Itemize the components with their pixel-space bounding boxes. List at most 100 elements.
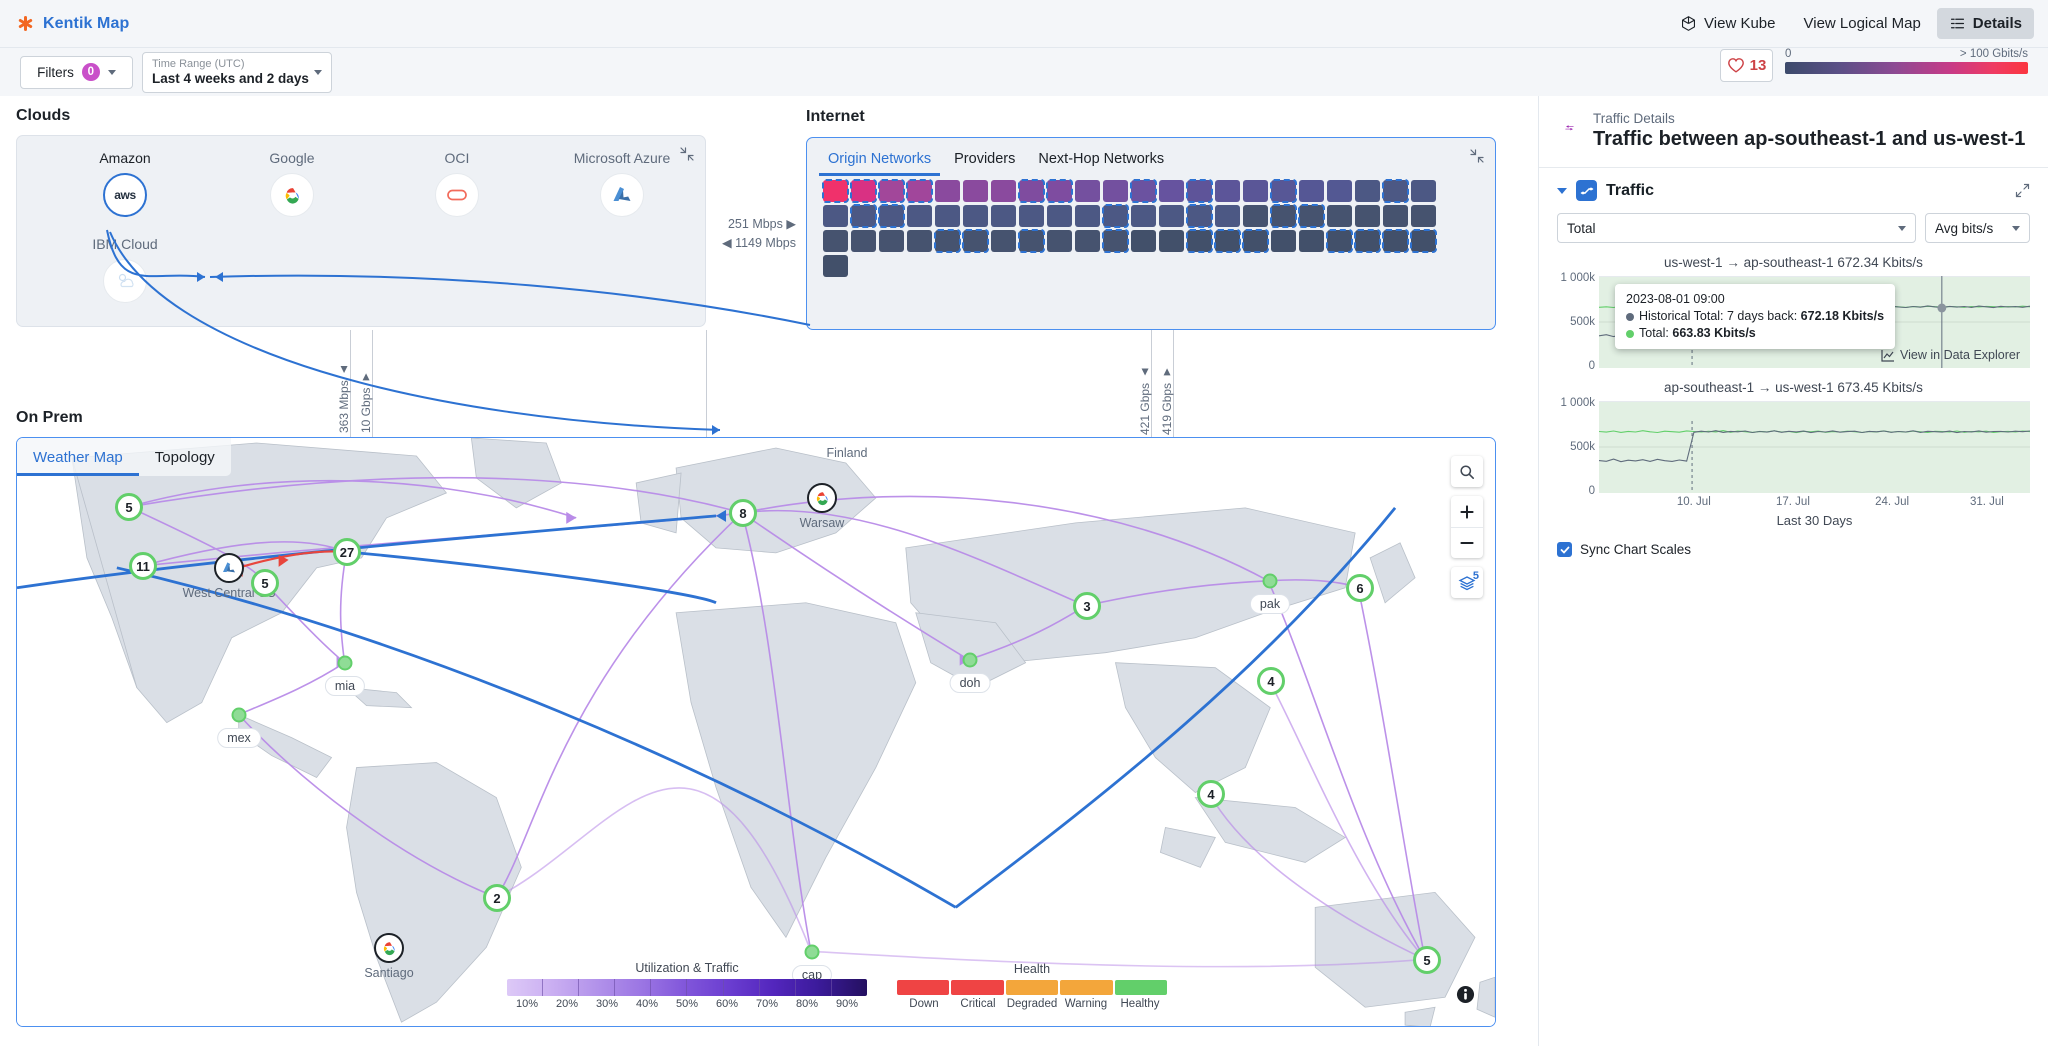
network-cell[interactable] bbox=[1103, 180, 1128, 202]
network-cell[interactable] bbox=[1326, 229, 1353, 253]
ibm-icon[interactable] bbox=[103, 259, 147, 303]
network-cell[interactable] bbox=[1018, 179, 1045, 203]
network-cell[interactable] bbox=[1411, 180, 1436, 202]
network-cell[interactable] bbox=[906, 179, 933, 203]
network-cell[interactable] bbox=[1018, 229, 1045, 253]
network-cell[interactable] bbox=[1019, 205, 1044, 227]
network-cell[interactable] bbox=[1411, 205, 1436, 227]
map-cluster-node[interactable]: 8 bbox=[729, 499, 757, 527]
chart-2-plot[interactable]: 1 000k 500k 0 bbox=[1560, 397, 2030, 497]
triangle-down-icon[interactable] bbox=[1557, 187, 1567, 194]
network-cell[interactable] bbox=[1382, 229, 1409, 253]
health-badge[interactable]: 13 bbox=[1720, 49, 1773, 82]
view-logical-map-button[interactable]: View Logical Map bbox=[1792, 8, 1933, 39]
map-cloud-marker-santiago[interactable] bbox=[374, 933, 404, 963]
cloud-item-amazon[interactable]: Amazon aws bbox=[60, 150, 190, 217]
map-site-node[interactable] bbox=[1262, 573, 1278, 589]
network-cell[interactable] bbox=[907, 205, 932, 227]
oracle-icon[interactable] bbox=[435, 173, 479, 217]
network-cell[interactable] bbox=[1271, 230, 1296, 252]
network-cell[interactable] bbox=[1102, 204, 1129, 228]
gcp-icon[interactable] bbox=[270, 173, 314, 217]
network-cell[interactable] bbox=[991, 205, 1016, 227]
network-cell[interactable] bbox=[1243, 180, 1268, 202]
collapse-diagonal-icon[interactable] bbox=[1470, 149, 1484, 163]
network-cell[interactable] bbox=[1075, 180, 1100, 202]
network-cell[interactable] bbox=[823, 205, 848, 227]
info-icon[interactable] bbox=[1456, 985, 1475, 1004]
cloud-item-google[interactable]: Google bbox=[227, 150, 357, 217]
network-cell[interactable] bbox=[1186, 204, 1213, 228]
network-cell[interactable] bbox=[1047, 205, 1072, 227]
collapse-diagonal-icon[interactable] bbox=[680, 147, 694, 161]
network-cell[interactable] bbox=[1186, 229, 1213, 253]
map-cluster-node[interactable]: 4 bbox=[1257, 667, 1285, 695]
cloud-item-azure[interactable]: Microsoft Azure bbox=[557, 150, 687, 217]
network-cell[interactable] bbox=[1327, 205, 1352, 227]
network-cell[interactable] bbox=[935, 180, 960, 202]
network-cell[interactable] bbox=[1354, 229, 1381, 253]
network-cell[interactable] bbox=[1215, 205, 1240, 227]
azure-icon[interactable] bbox=[600, 173, 644, 217]
tab-next-hop-networks[interactable]: Next-Hop Networks bbox=[1038, 151, 1165, 167]
map-cluster-node[interactable]: 5 bbox=[115, 493, 143, 521]
details-button[interactable]: Details bbox=[1936, 8, 2034, 39]
network-cell[interactable] bbox=[1382, 179, 1409, 203]
unit-select[interactable]: Avg bits/s bbox=[1925, 213, 2030, 243]
network-cell[interactable] bbox=[1243, 205, 1268, 227]
network-cell[interactable] bbox=[1159, 180, 1184, 202]
network-cell[interactable] bbox=[1270, 179, 1297, 203]
sync-chart-scales-checkbox[interactable] bbox=[1557, 542, 1572, 557]
map-zoom-out-button[interactable] bbox=[1451, 527, 1483, 558]
aws-icon[interactable]: aws bbox=[103, 173, 147, 217]
network-cell[interactable] bbox=[1298, 204, 1325, 228]
network-cell[interactable] bbox=[991, 180, 1016, 202]
map-site-node[interactable] bbox=[962, 652, 978, 668]
view-in-data-explorer-link[interactable]: View in Data Explorer bbox=[1881, 348, 2020, 362]
network-cell[interactable] bbox=[1131, 230, 1156, 252]
expand-diagonal-icon[interactable] bbox=[2015, 183, 2030, 198]
network-cell[interactable] bbox=[1242, 229, 1269, 253]
cloud-item-ibm[interactable]: IBM Cloud bbox=[60, 236, 190, 303]
network-cell[interactable] bbox=[1047, 230, 1072, 252]
chart-1-plot[interactable]: 1 000k 500k 0 2023-08-01 09:00 Historica… bbox=[1560, 272, 2030, 372]
map-site-node[interactable] bbox=[804, 944, 820, 960]
time-range-selector[interactable]: Time Range (UTC) Last 4 weeks and 2 days bbox=[142, 51, 332, 93]
network-cell[interactable] bbox=[963, 180, 988, 202]
network-cell[interactable] bbox=[1299, 180, 1324, 202]
map-zoom-in-button[interactable] bbox=[1451, 496, 1483, 527]
network-cell[interactable] bbox=[1130, 179, 1157, 203]
network-cell[interactable] bbox=[991, 230, 1016, 252]
network-cell[interactable] bbox=[878, 179, 905, 203]
filters-button[interactable]: Filters 0 bbox=[20, 55, 133, 89]
map-site-node[interactable] bbox=[337, 655, 353, 671]
network-cell[interactable] bbox=[879, 230, 904, 252]
network-cell[interactable] bbox=[1075, 205, 1100, 227]
network-cell[interactable] bbox=[850, 204, 877, 228]
map-cluster-node[interactable]: 4 bbox=[1197, 780, 1225, 808]
metric-select[interactable]: Total bbox=[1557, 213, 1916, 243]
network-cell[interactable] bbox=[962, 229, 989, 253]
map-cloud-marker-warsaw[interactable] bbox=[807, 483, 837, 513]
tab-weather-map[interactable]: Weather Map bbox=[17, 438, 139, 476]
network-cell[interactable] bbox=[878, 204, 905, 228]
network-cell[interactable] bbox=[1046, 179, 1073, 203]
map-layers-button[interactable]: 5 bbox=[1451, 567, 1483, 598]
map-cluster-node[interactable]: 27 bbox=[333, 538, 361, 566]
network-cell[interactable] bbox=[1299, 230, 1324, 252]
tab-providers[interactable]: Providers bbox=[954, 151, 1016, 167]
map-site-node[interactable] bbox=[231, 707, 247, 723]
network-cell[interactable] bbox=[822, 179, 849, 203]
network-cell[interactable] bbox=[851, 230, 876, 252]
map-cluster-node[interactable]: 11 bbox=[129, 552, 157, 580]
network-cell[interactable] bbox=[1355, 205, 1380, 227]
map-cloud-marker-west-central-us[interactable] bbox=[214, 553, 244, 583]
world-map[interactable] bbox=[17, 438, 1495, 1027]
network-cell[interactable] bbox=[907, 230, 932, 252]
network-cell[interactable] bbox=[1355, 180, 1380, 202]
network-cell[interactable] bbox=[1159, 230, 1184, 252]
network-cell[interactable] bbox=[1270, 204, 1297, 228]
network-cell[interactable] bbox=[1327, 180, 1352, 202]
map-cluster-node[interactable]: 2 bbox=[483, 884, 511, 912]
map-cluster-node[interactable]: 5 bbox=[251, 569, 279, 597]
